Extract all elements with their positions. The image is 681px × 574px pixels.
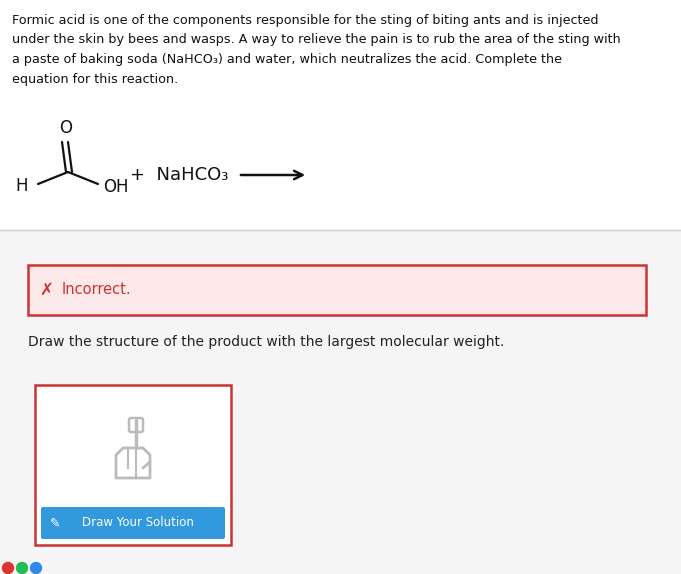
Text: OH: OH: [103, 178, 129, 196]
Text: a paste of baking soda (NaHCO₃) and water, which neutralizes the acid. Complete : a paste of baking soda (NaHCO₃) and wate…: [12, 53, 562, 66]
FancyBboxPatch shape: [129, 418, 143, 432]
FancyBboxPatch shape: [28, 265, 646, 315]
FancyBboxPatch shape: [41, 507, 225, 539]
Text: H: H: [16, 177, 28, 195]
Text: ✎: ✎: [50, 517, 60, 529]
Text: Draw Your Solution: Draw Your Solution: [82, 517, 194, 529]
Text: Incorrect.: Incorrect.: [62, 282, 131, 297]
Text: Formic acid is one of the components responsible for the sting of biting ants an: Formic acid is one of the components res…: [12, 14, 599, 27]
Text: ✗: ✗: [39, 281, 53, 299]
FancyBboxPatch shape: [0, 230, 681, 574]
Circle shape: [3, 563, 14, 573]
Text: equation for this reaction.: equation for this reaction.: [12, 72, 178, 86]
Circle shape: [31, 563, 42, 573]
Text: +  NaHCO₃: + NaHCO₃: [130, 166, 228, 184]
FancyBboxPatch shape: [0, 0, 681, 230]
FancyBboxPatch shape: [35, 385, 231, 545]
Text: Draw the structure of the product with the largest molecular weight.: Draw the structure of the product with t…: [28, 335, 505, 349]
Text: O: O: [59, 119, 72, 137]
Text: under the skin by bees and wasps. A way to relieve the pain is to rub the area o: under the skin by bees and wasps. A way …: [12, 33, 621, 46]
Circle shape: [16, 563, 27, 573]
